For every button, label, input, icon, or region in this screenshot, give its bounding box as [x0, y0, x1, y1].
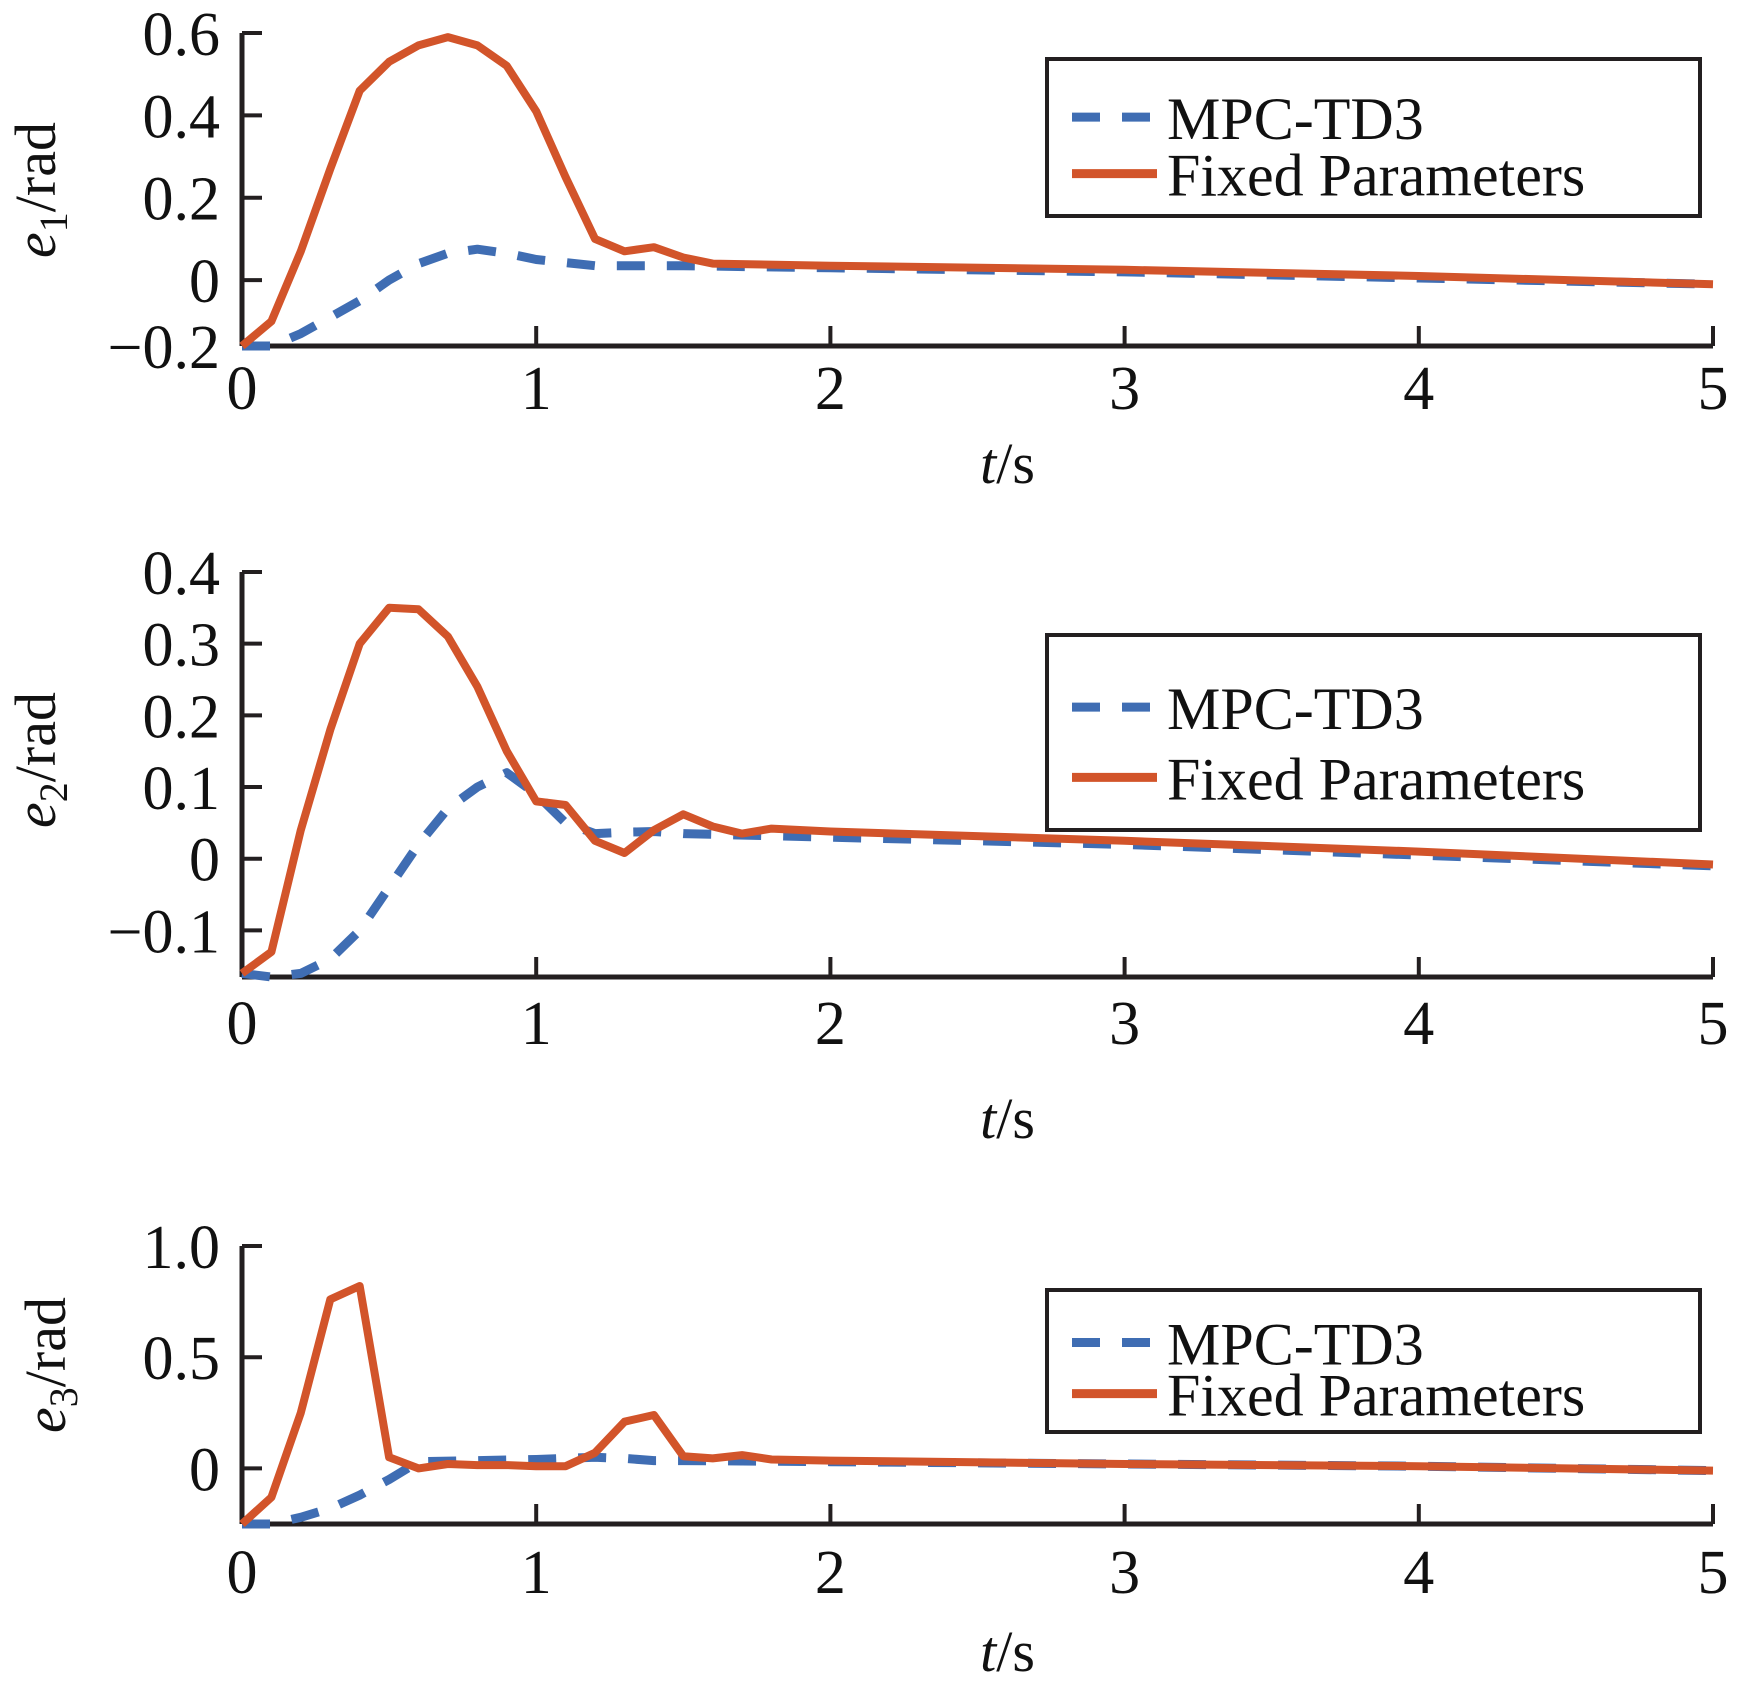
x-tick-label: 4 [1403, 1539, 1434, 1607]
x-tick-label: 0 [227, 990, 258, 1058]
y-tick-label: 0.3 [143, 612, 221, 680]
legend-label-fixed-parameters: Fixed Parameters [1167, 746, 1585, 812]
y-axis-label-unit: /rad [3, 692, 68, 782]
y-tick-label: 0.2 [143, 683, 221, 751]
y-axis-label-var: e [3, 232, 68, 258]
y-tick-label: 0.2 [143, 166, 221, 234]
y-axis-label-subscript: 3 [41, 1387, 86, 1407]
x-tick-label: 4 [1403, 355, 1434, 423]
x-tick-label: 1 [521, 990, 552, 1058]
x-tick-label: 2 [815, 990, 846, 1058]
legend-box [1045, 1288, 1702, 1434]
x-axis-label: t/s [980, 431, 1035, 496]
y-axis-label-subscript: 2 [31, 782, 76, 802]
y-tick-label: −0.2 [108, 314, 220, 382]
series-line-fixed-parameters [239, 603, 1714, 977]
y-tick-label: 0.5 [143, 1325, 221, 1393]
y-tick-label: 0.4 [143, 540, 221, 608]
x-axis-label-unit: /s [996, 1619, 1035, 1684]
x-tick-label: 3 [1109, 355, 1140, 423]
x-axis-label: t/s [980, 1619, 1035, 1684]
x-tick-label: 1 [521, 1539, 552, 1607]
x-axis-label-var: t [980, 431, 998, 496]
y-tick-label: 0 [189, 248, 220, 316]
x-tick-label: 0 [227, 355, 258, 423]
x-axis-label: t/s [980, 1086, 1035, 1151]
x-tick-label: 5 [1698, 355, 1729, 423]
y-axis-label-var: e [3, 802, 68, 828]
legend-label-fixed-parameters: Fixed Parameters [1167, 143, 1585, 209]
x-axis-label-unit: /s [996, 431, 1035, 496]
y-axis-label: e2/rad [3, 692, 76, 828]
x-axis-label-unit: /s [996, 1086, 1035, 1151]
x-axis-label-var: t [980, 1619, 998, 1684]
legend-label-fixed-parameters: Fixed Parameters [1167, 1363, 1585, 1429]
y-axis-label: e3/rad [13, 1297, 86, 1433]
legend-label-mpc-td3: MPC-TD3 [1167, 676, 1424, 742]
series-line-mpc-td3 [242, 244, 1714, 351]
x-tick-label: 2 [815, 1539, 846, 1607]
y-tick-label: 0 [189, 827, 220, 895]
x-tick-label: 5 [1698, 1539, 1729, 1607]
y-axis-label-var: e [13, 1407, 78, 1433]
y-axis-label: e1/rad [3, 122, 76, 258]
x-tick-label: 0 [227, 1539, 258, 1607]
legend-box [1045, 57, 1702, 218]
legend-label-mpc-td3: MPC-TD3 [1167, 86, 1424, 152]
legend-label-mpc-td3: MPC-TD3 [1167, 1312, 1424, 1378]
y-tick-label: 0 [189, 1436, 220, 1504]
y-tick-label: −0.1 [108, 898, 220, 966]
series-line-fixed-parameters [239, 1282, 1714, 1527]
series-line-fixed-parameters [239, 33, 1714, 350]
x-tick-label: 2 [815, 355, 846, 423]
x-tick-label: 3 [1109, 990, 1140, 1058]
legend-box [1045, 633, 1702, 832]
x-tick-label: 3 [1109, 1539, 1140, 1607]
x-axis-label-var: t [980, 1086, 998, 1151]
y-axis-label-unit: /rad [13, 1297, 78, 1387]
subplot-1: 0 1 2 3 4 5−0.200.20.40.6e1/radt/sMPC-TD3Fixe… [3, 1, 1729, 496]
x-tick-label: 5 [1698, 990, 1729, 1058]
y-tick-label: 1.0 [143, 1214, 221, 1282]
y-axis-label-unit: /rad [3, 122, 68, 212]
y-tick-label: 0.4 [143, 83, 221, 151]
y-axis-label-subscript: 1 [31, 212, 76, 232]
x-tick-label: 4 [1403, 990, 1434, 1058]
subplot-2: 0 1 2 3 4 5−0.100.10.20.30.4e2/radt/sMPC-TD3F… [3, 540, 1729, 1151]
y-tick-label: 0.6 [143, 1, 221, 69]
y-tick-label: 0.1 [143, 755, 221, 823]
x-tick-label: 1 [521, 355, 552, 423]
